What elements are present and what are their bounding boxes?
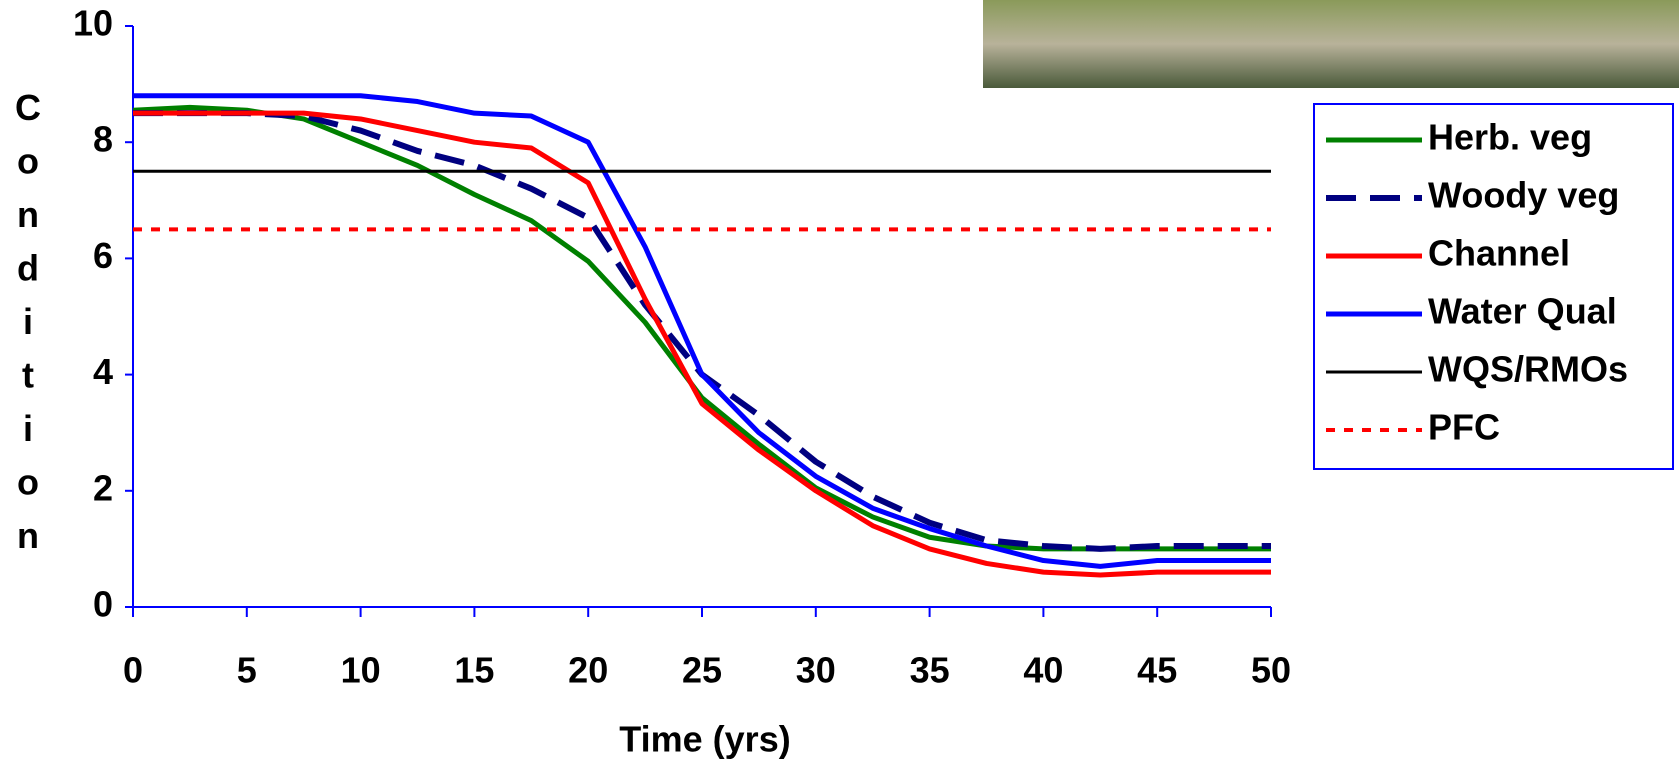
y-tick-label: 4 — [93, 351, 113, 392]
legend-label: PFC — [1428, 407, 1500, 448]
x-tick-label: 50 — [1251, 650, 1291, 691]
legend-label: WQS/RMOs — [1428, 349, 1628, 390]
x-tick-label: 10 — [341, 650, 381, 691]
x-tick-label: 30 — [796, 650, 836, 691]
x-axis-label: Time (yrs) — [619, 719, 790, 760]
y-tick-label: 2 — [93, 467, 113, 508]
legend-box — [1313, 103, 1674, 470]
photo — [983, 0, 1679, 88]
legend-label: Channel — [1428, 233, 1570, 274]
x-tick-label: 0 — [123, 650, 143, 691]
x-tick-label: 20 — [568, 650, 608, 691]
legend-label: Water Qual — [1428, 291, 1617, 332]
series-line — [132, 104, 1271, 552]
y-tick-label: 6 — [93, 235, 113, 276]
x-tick-label: 5 — [237, 650, 257, 691]
x-tick-label: 40 — [1023, 650, 1063, 691]
legend-label: Herb. veg — [1428, 117, 1592, 158]
x-tick-label: 45 — [1137, 650, 1177, 691]
x-tick-label: 15 — [454, 650, 494, 691]
y-tick-label: 0 — [93, 584, 113, 625]
x-tick-label: 25 — [682, 650, 722, 691]
x-tick-label: 35 — [910, 650, 950, 691]
series-line — [133, 93, 1271, 569]
y-tick-label: 10 — [73, 3, 113, 44]
y-tick-label: 8 — [93, 119, 113, 160]
series-line — [133, 110, 1271, 552]
series-line — [133, 110, 1271, 578]
legend-label: Woody veg — [1428, 175, 1619, 216]
